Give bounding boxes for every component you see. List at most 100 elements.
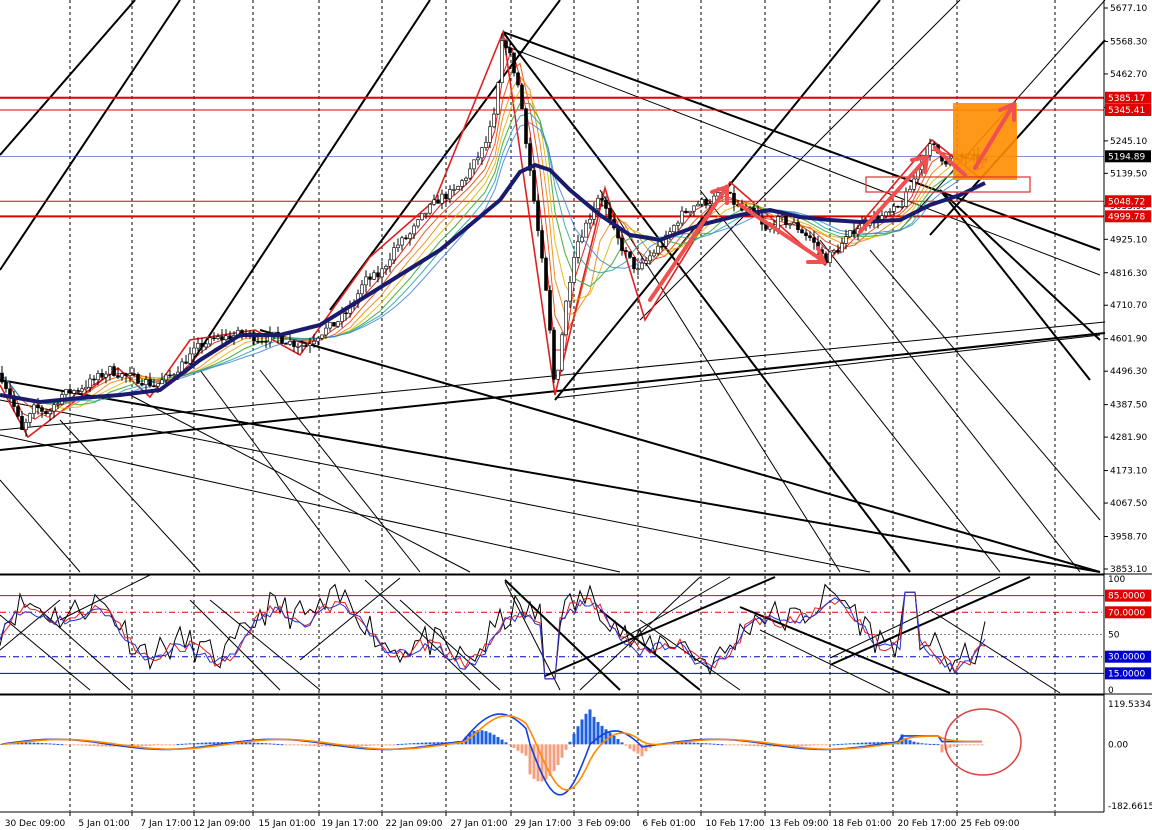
candle-body bbox=[192, 347, 196, 355]
candle-body bbox=[264, 341, 268, 343]
macd-bar bbox=[764, 744, 768, 747]
candle-body bbox=[704, 199, 708, 206]
osc-level-tag-bg bbox=[1105, 606, 1151, 619]
macd-bar bbox=[752, 744, 756, 747]
macd-bar bbox=[312, 744, 316, 747]
candle-body bbox=[76, 390, 80, 392]
macd-bar bbox=[396, 744, 400, 746]
level-tag-bg bbox=[1105, 195, 1151, 208]
candle-body bbox=[216, 336, 220, 339]
macd-axis-label: 119.5334 bbox=[1108, 700, 1151, 710]
macd-bar bbox=[560, 744, 564, 758]
candle-body bbox=[320, 334, 324, 339]
price-tick-label: 4496.30 bbox=[1110, 367, 1147, 377]
macd-bar bbox=[796, 744, 800, 747]
level-tag-bg bbox=[1105, 210, 1151, 223]
price-tick-label: 5568.30 bbox=[1110, 37, 1147, 47]
candle-body bbox=[648, 255, 652, 262]
macd-bar bbox=[972, 744, 976, 746]
macd-bar bbox=[872, 742, 876, 745]
time-tick-label: 13 Feb 09:00 bbox=[769, 819, 828, 829]
candle-body bbox=[204, 343, 208, 348]
price-axis[interactable]: 5677.105568.305462.705353.905245.105139.… bbox=[1103, 0, 1152, 812]
price-tick-label: 4281.90 bbox=[1110, 433, 1147, 443]
candle-body bbox=[64, 389, 68, 395]
macd-bar bbox=[184, 743, 188, 745]
oscillator-line-red bbox=[0, 591, 986, 680]
candle-body bbox=[152, 385, 156, 388]
macd-bar bbox=[176, 744, 180, 746]
osc-level-tag-bg bbox=[1105, 650, 1151, 663]
macd-bar bbox=[712, 743, 716, 745]
macd-bar bbox=[84, 744, 88, 746]
macd-bar bbox=[976, 744, 980, 746]
price-tick-label: 4816.30 bbox=[1110, 269, 1147, 279]
candle-body bbox=[640, 262, 644, 270]
macd-bar bbox=[628, 744, 632, 749]
candle-body bbox=[72, 390, 76, 394]
candle-body bbox=[0, 372, 4, 383]
candle-body bbox=[160, 379, 164, 384]
candle-body bbox=[548, 290, 552, 331]
candle-body bbox=[376, 272, 380, 278]
macd-bar bbox=[92, 744, 96, 747]
candle-body bbox=[452, 189, 456, 191]
price-tick-label: 3958.70 bbox=[1110, 533, 1147, 543]
macd-bar bbox=[508, 744, 512, 746]
candle-body bbox=[804, 232, 808, 237]
macd-bar bbox=[592, 716, 596, 745]
macd-bar bbox=[416, 742, 420, 745]
candle-body bbox=[528, 143, 532, 171]
oscillator-panel[interactable] bbox=[0, 573, 1152, 694]
oscillator-line-blue bbox=[0, 591, 986, 680]
candle-body bbox=[600, 197, 604, 201]
candle-body bbox=[636, 268, 640, 271]
macd-bar bbox=[248, 742, 252, 745]
candle-body bbox=[888, 211, 892, 213]
candle-body bbox=[332, 322, 336, 327]
candle-body bbox=[136, 373, 140, 384]
candle-body bbox=[692, 205, 696, 212]
macd-bar bbox=[624, 744, 628, 746]
macd-axis-labels: 119.5334 0.00 -182.6615 bbox=[1108, 700, 1152, 812]
macd-bar bbox=[940, 744, 944, 753]
time-tick-label: 5 Jan 01:00 bbox=[78, 819, 130, 829]
candle-body bbox=[676, 222, 680, 226]
candle-body bbox=[796, 222, 800, 231]
price-panel[interactable] bbox=[0, 0, 1106, 573]
macd-bar bbox=[172, 744, 176, 746]
candle-body bbox=[36, 404, 40, 408]
candle-body bbox=[52, 404, 56, 412]
macd-bar bbox=[548, 744, 552, 777]
candle-body bbox=[696, 203, 700, 207]
candle-body bbox=[440, 193, 444, 204]
oscillator-line-black bbox=[0, 583, 986, 680]
macd-bar bbox=[164, 744, 168, 746]
candle-body bbox=[420, 213, 424, 221]
macd-bar bbox=[280, 744, 284, 746]
time-tick-label: 27 Jan 01:00 bbox=[451, 819, 508, 829]
candle-body bbox=[172, 374, 176, 376]
osc-axis-label: 0 bbox=[1108, 686, 1114, 696]
candle-body bbox=[780, 215, 784, 218]
macd-bar bbox=[212, 742, 216, 745]
candle-body bbox=[500, 40, 504, 84]
candle-body bbox=[112, 366, 116, 376]
candle-body bbox=[552, 329, 556, 380]
macd-panel[interactable] bbox=[0, 693, 1152, 811]
macd-bar bbox=[612, 735, 616, 745]
candle-body bbox=[624, 250, 628, 252]
macd-bar bbox=[760, 744, 764, 747]
candle-body bbox=[892, 205, 896, 212]
macd-bar bbox=[28, 742, 32, 745]
macd-bar bbox=[936, 744, 940, 746]
osc-level-tag-bg bbox=[1105, 589, 1151, 602]
macd-bar bbox=[260, 742, 264, 745]
macd-bar bbox=[356, 744, 360, 747]
time-axis[interactable]: 30 Dec 09:00 5 Jan 01:00 7 Jan 17:00 12 Jan… bbox=[0, 811, 1104, 829]
macd-bar bbox=[412, 743, 416, 745]
candle-body bbox=[260, 340, 264, 343]
highlight-circle bbox=[944, 708, 1022, 776]
macd-bar bbox=[604, 729, 608, 745]
